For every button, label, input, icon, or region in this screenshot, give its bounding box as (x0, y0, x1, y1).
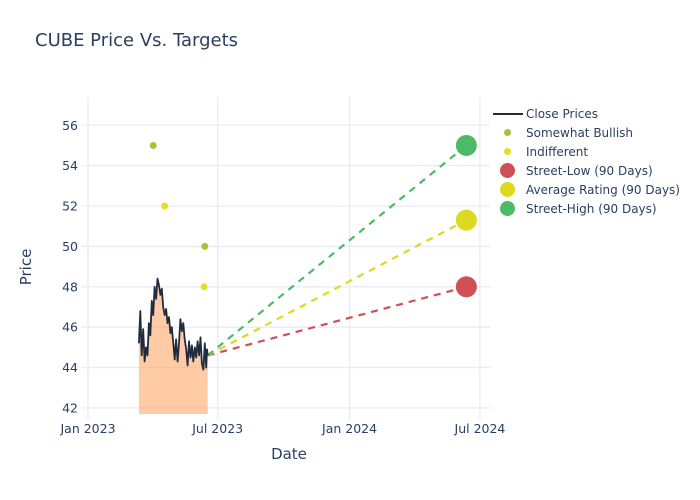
x-tick-label: Jul 2023 (191, 421, 243, 436)
indifferent-marker (200, 283, 208, 291)
close-prices-legend-marker (489, 112, 526, 115)
legend-label: Street-Low (90 Days) (526, 163, 653, 178)
close-prices-line (138, 277, 209, 371)
legend-label: Close Prices (526, 106, 599, 121)
average-rating-90-days-projection-line (207, 219, 467, 357)
legend-label: Average Rating (90 Days) (526, 182, 680, 197)
x-tick-label: Jan 2024 (321, 421, 377, 436)
y-axis-label: Price (17, 248, 35, 286)
y-tick-label: 56 (62, 118, 78, 133)
street-low-90-days-projection-line (207, 285, 467, 357)
street-high-90-days-marker (455, 134, 477, 156)
chart-title: CUBE Price Vs. Targets (35, 30, 239, 51)
y-tick-label: 46 (62, 320, 78, 335)
dot-swatch-icon (500, 201, 515, 216)
y-tick-label: 44 (62, 360, 78, 375)
x-axis-label: Date (271, 445, 307, 463)
dot-swatch-icon (504, 148, 511, 155)
average-rating-90-days-marker (455, 209, 477, 231)
legend-item-average-rating-90-days[interactable]: Average Rating (90 Days) (489, 180, 680, 199)
x-tick-label: Jul 2024 (454, 421, 506, 436)
street-high-90-days-legend-marker (489, 201, 526, 216)
average-rating-90-days-legend-marker (489, 182, 526, 197)
legend-item-close-prices[interactable]: Close Prices (489, 104, 680, 123)
line-swatch-icon (492, 112, 523, 115)
legend-item-indifferent[interactable]: Indifferent (489, 142, 680, 161)
street-low-90-days-legend-marker (489, 163, 526, 178)
legend-item-somewhat-bullish[interactable]: Somewhat Bullish (489, 123, 680, 142)
legend-label: Indifferent (526, 144, 589, 159)
legend-label: Somewhat Bullish (526, 125, 634, 140)
indifferent-marker (161, 202, 169, 210)
y-tick-label: 54 (62, 158, 78, 173)
legend-item-street-low-90-days[interactable]: Street-Low (90 Days) (489, 161, 680, 180)
x-tick-label: Jan 2023 (59, 421, 115, 436)
street-low-90-days-marker (455, 276, 477, 298)
somewhat-bullish-legend-marker (489, 129, 526, 136)
dot-swatch-icon (500, 163, 515, 178)
somewhat-bullish-marker (149, 141, 157, 149)
legend-label: Street-High (90 Days) (526, 201, 657, 216)
indifferent-legend-marker (489, 148, 526, 155)
y-tick-label: 42 (62, 400, 78, 415)
y-tick-label: 50 (62, 239, 78, 254)
y-tick-label: 48 (62, 279, 78, 294)
dot-swatch-icon (500, 182, 515, 197)
legend: Close Prices Somewhat Bullish Indifferent S… (489, 104, 680, 218)
dot-swatch-icon (504, 129, 511, 136)
somewhat-bullish-marker (201, 242, 209, 250)
street-high-90-days-projection-line (206, 144, 468, 357)
legend-item-street-high-90-days[interactable]: Street-High (90 Days) (489, 199, 680, 218)
y-tick-label: 52 (62, 199, 78, 214)
